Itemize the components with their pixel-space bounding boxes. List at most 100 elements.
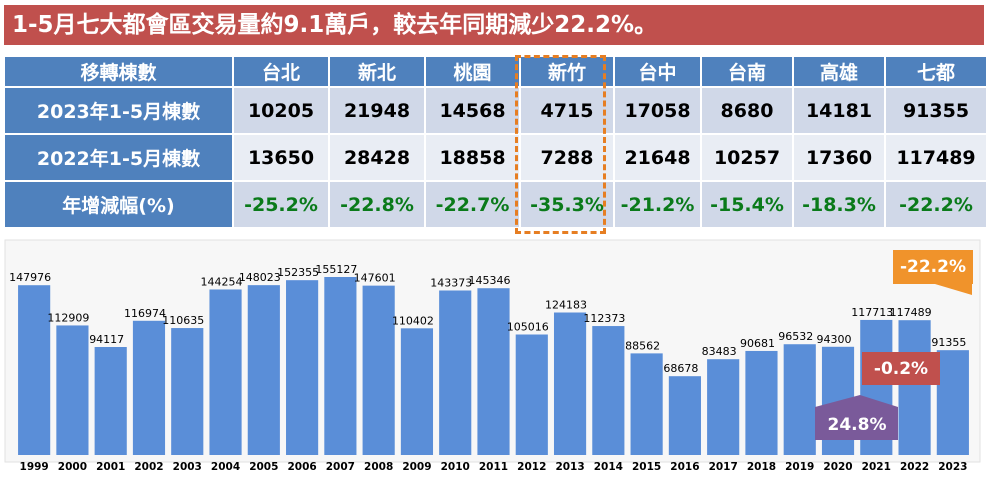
- x-tick-label: 2004: [211, 461, 240, 473]
- table-cell: 91355: [886, 88, 988, 135]
- data-label: 112909: [47, 311, 89, 324]
- header-cell: 台中: [615, 57, 702, 88]
- data-label: 88562: [625, 339, 660, 352]
- bar: [477, 288, 510, 455]
- header-cell: 新竹: [521, 57, 615, 88]
- table-cell: 117489: [886, 135, 988, 182]
- data-label: 148023: [239, 271, 281, 284]
- x-tick-label: 2011: [479, 461, 508, 473]
- bar: [745, 350, 778, 455]
- bar: [286, 280, 319, 455]
- bar: [630, 353, 663, 455]
- table-cell: -35.3%: [521, 182, 615, 229]
- table-cell: 13650: [234, 135, 330, 182]
- bar: [209, 289, 242, 455]
- x-tick-label: 2012: [517, 461, 546, 473]
- table-cell: 17058: [615, 88, 702, 135]
- header-cell: 新北: [330, 57, 426, 88]
- table-row: 2023年1-5月棟數 10205 21948 14568 4715 17058 8680 1…: [5, 88, 988, 135]
- bar: [707, 359, 740, 455]
- table-cell: 10205: [234, 88, 330, 135]
- table-cell: 18858: [426, 135, 521, 182]
- data-label: 96532: [778, 330, 813, 343]
- data-label: 112373: [583, 312, 625, 325]
- header-cell: 桃園: [426, 57, 521, 88]
- bar: [898, 320, 931, 455]
- data-label: 116974: [124, 307, 166, 320]
- x-tick-label: 2009: [402, 461, 431, 473]
- data-label: 144254: [201, 275, 243, 288]
- data-label: 124183: [545, 299, 587, 312]
- x-tick-label: 1999: [20, 461, 49, 473]
- bar: [936, 350, 969, 455]
- table-row: 2022年1-5月棟數 13650 28428 18858 7288 21648 10257…: [5, 135, 988, 182]
- x-tick-label: 2001: [96, 461, 125, 473]
- x-tick-label: 2006: [287, 461, 316, 473]
- header-cell: 高雄: [794, 57, 886, 88]
- x-tick-label: 2020: [823, 461, 852, 473]
- bar: [247, 285, 280, 455]
- x-tick-label: 2019: [785, 461, 814, 473]
- data-label: 110402: [392, 314, 434, 327]
- callout-box: [815, 395, 898, 440]
- table-cell: 14568: [426, 88, 521, 135]
- data-label: 147976: [9, 271, 51, 284]
- callout-label: -0.2%: [874, 359, 928, 379]
- callout: -0.2%: [862, 352, 940, 385]
- x-tick-label: 2002: [134, 461, 163, 473]
- bar: [439, 290, 472, 455]
- x-tick-label: 2023: [938, 461, 967, 473]
- data-label: 143373: [430, 276, 472, 289]
- table-cell: -22.8%: [330, 182, 426, 229]
- table-cell: 17360: [794, 135, 886, 182]
- data-label: 145346: [469, 274, 511, 287]
- x-tick-label: 2017: [709, 461, 738, 473]
- bar: [668, 376, 701, 455]
- data-table: 移轉棟數 台北 新北 桃園 新竹 台中 台南 高雄 七都 2023年1-5月棟數 10205 2194…: [5, 57, 988, 229]
- table-cell: -22.2%: [886, 182, 988, 229]
- bar: [18, 285, 51, 455]
- title-banner: 1-5月七大都會區交易量約9.1萬戶，較去年同期減少22.2%。: [4, 5, 984, 45]
- header-row: 移轉棟數 台北 新北 桃園 新竹 台中 台南 高雄 七都: [5, 57, 988, 88]
- table-cell: 14181: [794, 88, 886, 135]
- x-tick-label: 2013: [555, 461, 584, 473]
- x-tick-label: 2000: [58, 461, 87, 473]
- x-tick-label: 2008: [364, 461, 393, 473]
- bar: [324, 277, 357, 455]
- bar: [94, 347, 127, 455]
- table-cell: 10257: [702, 135, 794, 182]
- data-label: 68678: [663, 362, 698, 375]
- data-label: 91355: [931, 336, 966, 349]
- data-label: 117489: [890, 306, 932, 319]
- highlight-box: [515, 55, 606, 234]
- bar: [783, 344, 816, 455]
- table-cell: -25.2%: [234, 182, 330, 229]
- x-tick-label: 2007: [326, 461, 355, 473]
- callout-arrow: [935, 284, 972, 295]
- header-cell: 移轉棟數: [5, 57, 234, 88]
- header-cell: 台北: [234, 57, 330, 88]
- table-cell: -22.7%: [426, 182, 521, 229]
- callout: 24.8%: [815, 395, 898, 440]
- x-tick-label: 2022: [900, 461, 929, 473]
- x-tick-label: 2010: [441, 461, 470, 473]
- table-cell: 21648: [615, 135, 702, 182]
- table-cell: -18.3%: [794, 182, 886, 229]
- data-label: 110635: [162, 314, 204, 327]
- bar: [592, 326, 625, 455]
- data-label: 94300: [817, 333, 852, 346]
- data-label: 105016: [507, 320, 549, 333]
- x-tick-label: 2021: [862, 461, 891, 473]
- x-tick-label: 2015: [632, 461, 661, 473]
- data-label: 117713: [851, 306, 893, 319]
- bar: [553, 312, 587, 455]
- data-label: 94117: [89, 333, 124, 346]
- bar: [515, 334, 548, 455]
- callout-label: 24.8%: [828, 415, 887, 435]
- callout-label: -22.2%: [900, 257, 966, 277]
- row-header: 年增減幅(%): [5, 182, 234, 229]
- bar: [132, 320, 166, 455]
- table-cell: 21948: [330, 88, 426, 135]
- callout-box: [893, 250, 973, 284]
